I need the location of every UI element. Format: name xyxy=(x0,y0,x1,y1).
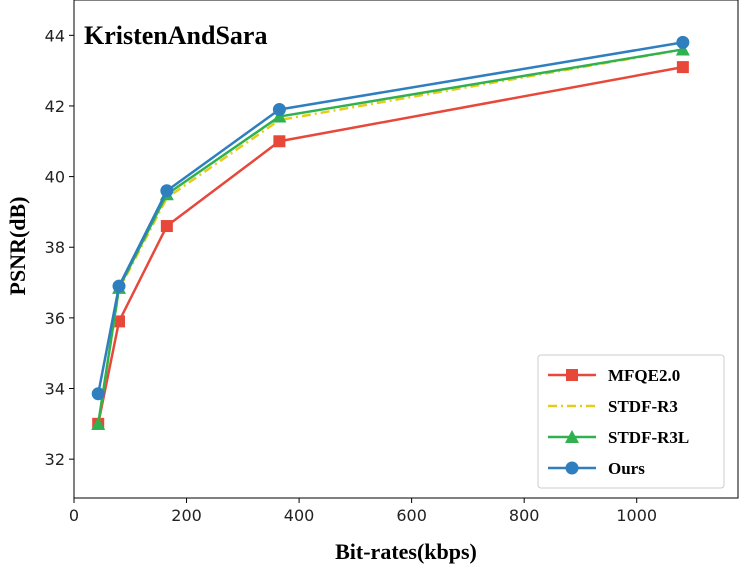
y-tick-label: 40 xyxy=(45,168,65,187)
data-point-mfqe2-0 xyxy=(676,61,689,74)
data-point-stdf-r3l xyxy=(272,109,287,123)
y-tick-label: 34 xyxy=(45,380,65,399)
x-tick-label: 200 xyxy=(171,506,202,525)
series-mfqe2-0 xyxy=(92,61,689,430)
legend-marker-stdf-r3l xyxy=(565,430,579,443)
data-point-mfqe2-0 xyxy=(273,135,286,148)
data-point-ours xyxy=(676,35,690,49)
data-point-ours xyxy=(160,184,174,198)
y-tick-label: 32 xyxy=(45,450,65,469)
x-tick-label: 0 xyxy=(69,506,79,525)
data-point-ours xyxy=(112,279,126,293)
legend-box xyxy=(537,354,725,489)
series-layer xyxy=(91,35,690,430)
y-axis-title: PSNR(dB) xyxy=(5,196,30,295)
y-tick-label: 38 xyxy=(45,238,65,257)
x-tick-label: 600 xyxy=(396,506,427,525)
data-point-mfqe2-0 xyxy=(160,220,173,233)
ticks-layer: 0 200 400 600 800 1000 32 34 36 38 40 42 44 xyxy=(45,26,657,525)
y-tick-label: 42 xyxy=(45,97,65,116)
y-tick-label: 44 xyxy=(45,26,65,45)
data-point-stdf-r3l xyxy=(91,416,106,430)
legend-label-stdf-r3: STDF-R3 xyxy=(608,397,678,416)
data-point-ours xyxy=(272,102,286,116)
legend-marker-mfqe2-0 xyxy=(566,369,578,381)
x-tick-label: 400 xyxy=(284,506,315,525)
legend-label-ours: Ours xyxy=(608,459,645,478)
legend-label-mfqe2-0: MFQE2.0 xyxy=(608,366,680,385)
x-tick-label: 1000 xyxy=(616,506,657,525)
legend: MFQE2.0 STDF-R3 STDF-R3L Ours xyxy=(537,354,725,489)
series-ours xyxy=(91,35,690,401)
data-point-ours xyxy=(91,387,105,401)
y-tick-label: 36 xyxy=(45,309,65,328)
x-axis-title: Bit-rates(kbps) xyxy=(335,539,477,564)
legend-marker-ours xyxy=(565,461,579,475)
data-point-stdf-r3l xyxy=(675,42,690,56)
legend-items: MFQE2.0 STDF-R3 STDF-R3L Ours xyxy=(548,366,689,478)
chart-annotation: KristenAndSara xyxy=(84,21,267,50)
legend-label-stdf-r3l: STDF-R3L xyxy=(608,428,689,447)
data-point-mfqe2-0 xyxy=(113,315,126,328)
x-tick-label: 800 xyxy=(509,506,540,525)
